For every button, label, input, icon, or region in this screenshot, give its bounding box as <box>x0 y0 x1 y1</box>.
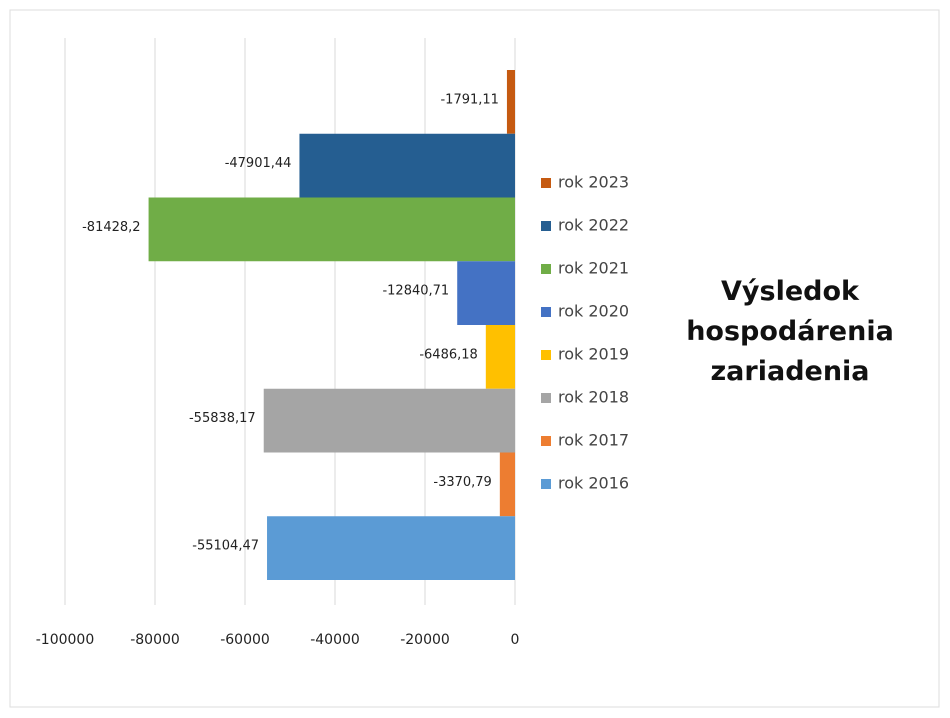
value-label: -6486,18 <box>419 347 477 362</box>
legend-label: rok 2023 <box>558 173 629 192</box>
bar <box>299 133 515 198</box>
bar <box>506 70 515 134</box>
value-label: -1791,11 <box>440 92 498 107</box>
legend-swatch <box>541 178 551 188</box>
value-label: -81428,2 <box>82 220 140 235</box>
chart-title: Výsledok hospodárenia zariadenia <box>686 276 894 387</box>
bar <box>148 197 515 262</box>
x-tick-label: -20000 <box>400 632 450 648</box>
legend-swatch <box>541 436 551 446</box>
legend-label: rok 2016 <box>558 474 629 493</box>
legend-label: rok 2019 <box>558 345 629 364</box>
value-label: -12840,71 <box>382 284 449 299</box>
legend-label: rok 2020 <box>558 302 629 321</box>
x-tick-label: -40000 <box>310 632 360 648</box>
bar <box>267 516 515 580</box>
legend-swatch <box>541 307 551 317</box>
value-label: -55838,17 <box>189 411 256 426</box>
bar <box>263 388 515 453</box>
bar <box>485 325 515 389</box>
x-tick-label: -60000 <box>220 632 270 648</box>
bar <box>457 261 515 325</box>
legend-label: rok 2017 <box>558 431 629 450</box>
value-label: -3370,79 <box>433 475 491 490</box>
legend-swatch <box>541 221 551 231</box>
legend-label: rok 2021 <box>558 259 629 278</box>
legend-swatch <box>541 393 551 403</box>
value-label: -55104,47 <box>192 539 259 554</box>
value-label: -47901,44 <box>225 156 292 171</box>
legend-swatch <box>541 264 551 274</box>
x-tick-label: 0 <box>511 632 520 648</box>
chart-frame <box>9 9 940 708</box>
legend-swatch <box>541 479 551 489</box>
legend-label: rok 2018 <box>558 388 629 407</box>
x-tick-label: -100000 <box>36 632 95 648</box>
bar <box>499 452 515 517</box>
legend-label: rok 2022 <box>558 216 629 235</box>
x-tick-label: -80000 <box>130 632 180 648</box>
legend-swatch <box>541 350 551 360</box>
